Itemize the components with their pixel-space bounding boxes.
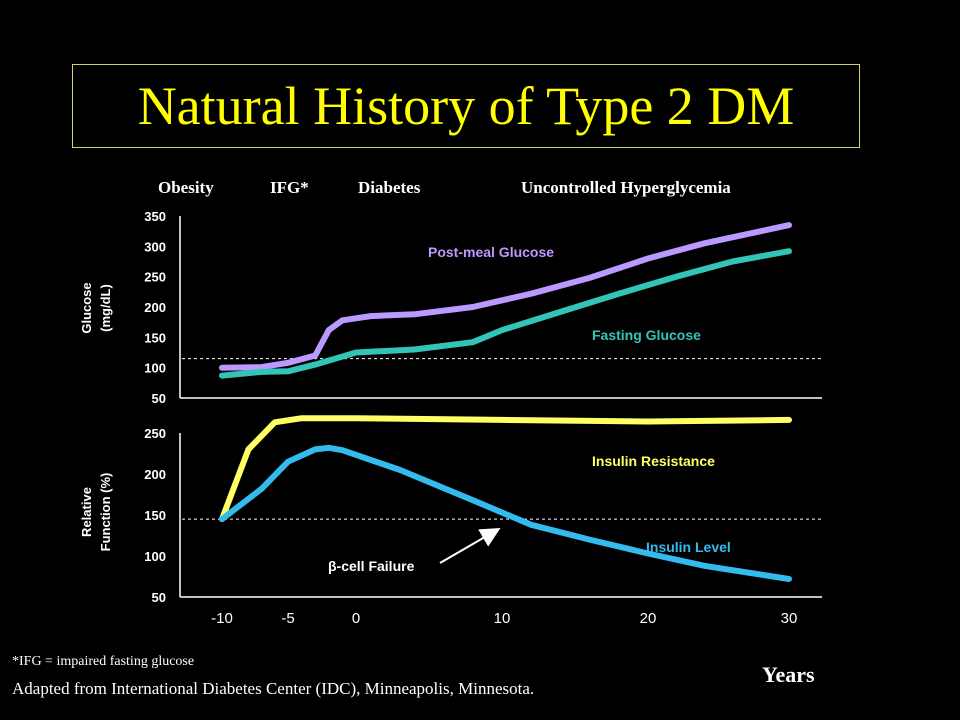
insulin-level-line [219,444,792,582]
function-y-tick-label: 100 [144,549,166,564]
glucose-y-tick-label: 50 [152,391,166,406]
glucose-y-tick-label: 300 [144,239,166,254]
beta-cell-failure-arrow [439,527,501,564]
post-meal-label: Post-meal Glucose [428,244,554,260]
x-tick-label: -5 [281,610,294,627]
glucose-y-tick-label: 350 [144,209,166,224]
source-note: Adapted from International Diabetes Cent… [12,679,535,698]
function-y-tick-label: 200 [144,467,166,482]
function-y-tick-label: 150 [144,508,166,523]
x-tick-label: 30 [781,610,798,627]
x-axis-title: Years [762,662,815,687]
fasting-label: Fasting Glucose [592,327,701,343]
insulin-level-label: Insulin Level [646,539,731,555]
phase-label-diabetes: Diabetes [358,178,421,197]
function-y-tick-label: 250 [144,426,166,441]
glucose-y-axis-title: Glucose [79,282,94,333]
x-tick-label: 20 [640,610,657,627]
fasting-line [219,248,792,379]
phase-label-uncontrolled: Uncontrolled Hyperglycemia [521,178,731,197]
glucose-y-tick-label: 100 [144,361,166,376]
insulin-resistance-label: Insulin Resistance [592,453,715,469]
x-tick-label: -10 [211,610,233,627]
x-tick-label: 10 [494,610,511,627]
glucose-y-axis-title: (mg/dL) [98,284,113,332]
phase-label-ifg: IFG* [270,178,309,197]
glucose-y-tick-label: 200 [144,300,166,315]
insulin-resistance-line [219,415,792,523]
function-y-axis-title: Function (%) [98,473,113,552]
function-y-tick-label: 50 [152,590,166,605]
footnote: *IFG = impaired fasting glucose [12,654,195,669]
glucose-y-tick-label: 150 [144,330,166,345]
slide-title: Natural History of Type 2 DM [137,76,795,136]
function-y-axis-title: Relative [79,487,94,537]
phase-label-obesity: Obesity [158,178,214,197]
x-tick-label: 0 [352,610,360,627]
beta-cell-failure-annotation: β-cell Failure [328,558,415,574]
post-meal-line [219,222,792,371]
glucose-y-tick-label: 250 [144,270,166,285]
title-box: Natural History of Type 2 DM [72,64,860,148]
